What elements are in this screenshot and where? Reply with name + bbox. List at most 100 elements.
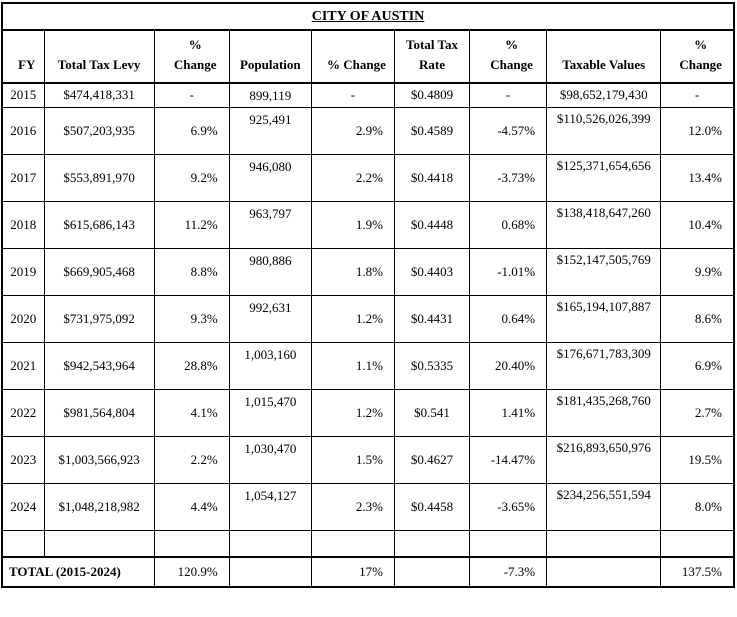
cell-fy: 2018 [1,200,45,249]
cell-total-tax-rate: $0.4589 [393,106,471,155]
cell-taxable-pct-change: - [660,82,735,108]
cell-rate-pct-change: -3.65% [469,482,548,531]
cell-taxable-pct-change: 13.4% [660,153,735,202]
cell-population-pct-change: 1.1% [310,341,395,390]
cell-population: 1,054,127 [228,482,312,531]
cell-taxable-values: $110,526,026,399 [546,106,662,155]
col-header-fy: FY [1,29,45,84]
cell-total-tax-levy: $553,891,970 [43,153,155,202]
cell-total-tax-levy: $669,905,468 [43,247,155,296]
cell-levy-pct-change: 6.9% [153,106,230,155]
cell-total-tax-levy: $615,686,143 [43,200,155,249]
cell-taxable-values: $165,194,107,887 [546,294,662,343]
col-header-total-tax-levy: Total Tax Levy [43,29,155,84]
col-header-rate-pct-change: % Change [469,29,548,84]
cell-population: 1,030,470 [228,435,312,484]
cell-levy-pct-change: 4.1% [153,388,230,437]
cell-population-pct-change: 2.2% [310,153,395,202]
cell-fy: 2015 [1,82,45,108]
cell-taxable-pct-change: 10.4% [660,200,735,249]
cell-total-tax-levy: $731,975,092 [43,294,155,343]
cell-total-population [228,556,312,588]
cell-levy-pct-change: 28.8% [153,341,230,390]
city-of-austin-tax-table: CITY OF AUSTIN FY Total Tax Levy % Chang… [1,2,735,588]
cell-fy: 2024 [1,482,45,531]
cell-fy: 2016 [1,106,45,155]
cell-taxable-pct-change: 8.0% [660,482,735,531]
cell-total-tax-rate: $0.4431 [393,294,471,343]
document-page: CITY OF AUSTIN FY Total Tax Levy % Chang… [1,2,735,588]
col-header-taxable-values: Taxable Values [546,29,662,84]
cell-total-taxable-values [546,556,662,588]
cell-taxable-pct-change: 12.0% [660,106,735,155]
table-row: 2017 $553,891,970 9.2% 946,080 2.2% $0.4418 -3… [1,153,735,202]
cell-fy: 2017 [1,153,45,202]
cell-taxable-values: $138,418,647,260 [546,200,662,249]
cell-population: 963,797 [228,200,312,249]
cell-taxable-pct-change: 19.5% [660,435,735,484]
cell-total-tax-levy: $942,543,964 [43,341,155,390]
cell-taxable-pct-change: 6.9% [660,341,735,390]
cell-taxable-pct-change: 9.9% [660,247,735,296]
table-row: 2021 $942,543,964 28.8% 1,003,160 1.1% $0.533… [1,341,735,390]
table-row: 2015 $474,418,331-899,119- $0.4809- $98,652… [1,82,735,108]
table-row: 2024 $1,048,218,982 4.4% 1,054,127 2.3% $0.44… [1,482,735,531]
cell-population: 1,003,160 [228,341,312,390]
title-row: CITY OF AUSTIN [1,2,735,31]
cell-rate-pct-change: -1.01% [469,247,548,296]
cell-total-tax-rate: $0.4809 [393,82,471,108]
cell-total-tax-levy: $981,564,804 [43,388,155,437]
cell-total-tax-levy: $1,048,218,982 [43,482,155,531]
cell-population: 992,631 [228,294,312,343]
cell-levy-pct-change: 9.3% [153,294,230,343]
cell-population-pct-change: 1.9% [310,200,395,249]
table-row: 2018 $615,686,143 11.2% 963,797 1.9% $0.4448 0… [1,200,735,249]
cell-rate-pct-change: -3.73% [469,153,548,202]
cell-total-tax-rate: $0.4458 [393,482,471,531]
table-row: 2023 $1,003,566,923 2.2% 1,030,470 1.5% $0.46… [1,435,735,484]
cell-total-taxable-pct-change: 137.5% [660,556,735,588]
table-row: 2022 $981,564,804 4.1% 1,015,470 1.2% $0.541 1… [1,388,735,437]
cell-levy-pct-change: 4.4% [153,482,230,531]
cell-total-tax-rate: $0.4418 [393,153,471,202]
cell-taxable-values: $98,652,179,430 [546,82,662,108]
cell-levy-pct-change: - [153,82,230,108]
cell-taxable-values: $234,256,551,594 [546,482,662,531]
empty-row [1,529,735,558]
cell-total-rate-pct-change: -7.3% [469,556,548,588]
cell-rate-pct-change: 0.64% [469,294,548,343]
cell-taxable-values: $176,671,783,309 [546,341,662,390]
cell-total-tax-rate: $0.4627 [393,435,471,484]
cell-total-population-pct-change: 17% [310,556,395,588]
table-body: 2015 $474,418,331-899,119- $0.4809- $98,652… [1,82,735,531]
cell-fy: 2021 [1,341,45,390]
cell-population-pct-change: 1.5% [310,435,395,484]
total-row: TOTAL (2015-2024) 120.9% 17% -7.3% 137.5… [1,556,735,588]
cell-rate-pct-change: 20.40% [469,341,548,390]
cell-population: 980,886 [228,247,312,296]
cell-rate-pct-change: - [469,82,548,108]
cell-taxable-pct-change: 2.7% [660,388,735,437]
cell-population-pct-change: 2.3% [310,482,395,531]
col-header-population: Population [228,29,312,84]
cell-population: 899,119 [228,82,312,108]
table-title: CITY OF AUSTIN [311,9,425,24]
cell-taxable-values: $125,371,654,656 [546,153,662,202]
cell-levy-pct-change: 11.2% [153,200,230,249]
col-header-total-tax-rate: Total Tax Rate [393,29,471,84]
cell-fy: 2022 [1,388,45,437]
title-cell: CITY OF AUSTIN [1,2,735,31]
cell-total-tax-levy: $1,003,566,923 [43,435,155,484]
cell-population-pct-change: - [310,82,395,108]
cell-population-pct-change: 1.2% [310,294,395,343]
cell-levy-pct-change: 2.2% [153,435,230,484]
col-header-taxable-pct-change: % Change [660,29,735,84]
cell-rate-pct-change: -4.57% [469,106,548,155]
cell-total-tax-rate: $0.541 [393,388,471,437]
cell-population: 1,015,470 [228,388,312,437]
cell-taxable-pct-change: 8.6% [660,294,735,343]
cell-total-label: TOTAL (2015-2024) [1,556,155,588]
cell-total-tax-rate: $0.5335 [393,341,471,390]
cell-levy-pct-change: 9.2% [153,153,230,202]
cell-fy: 2019 [1,247,45,296]
